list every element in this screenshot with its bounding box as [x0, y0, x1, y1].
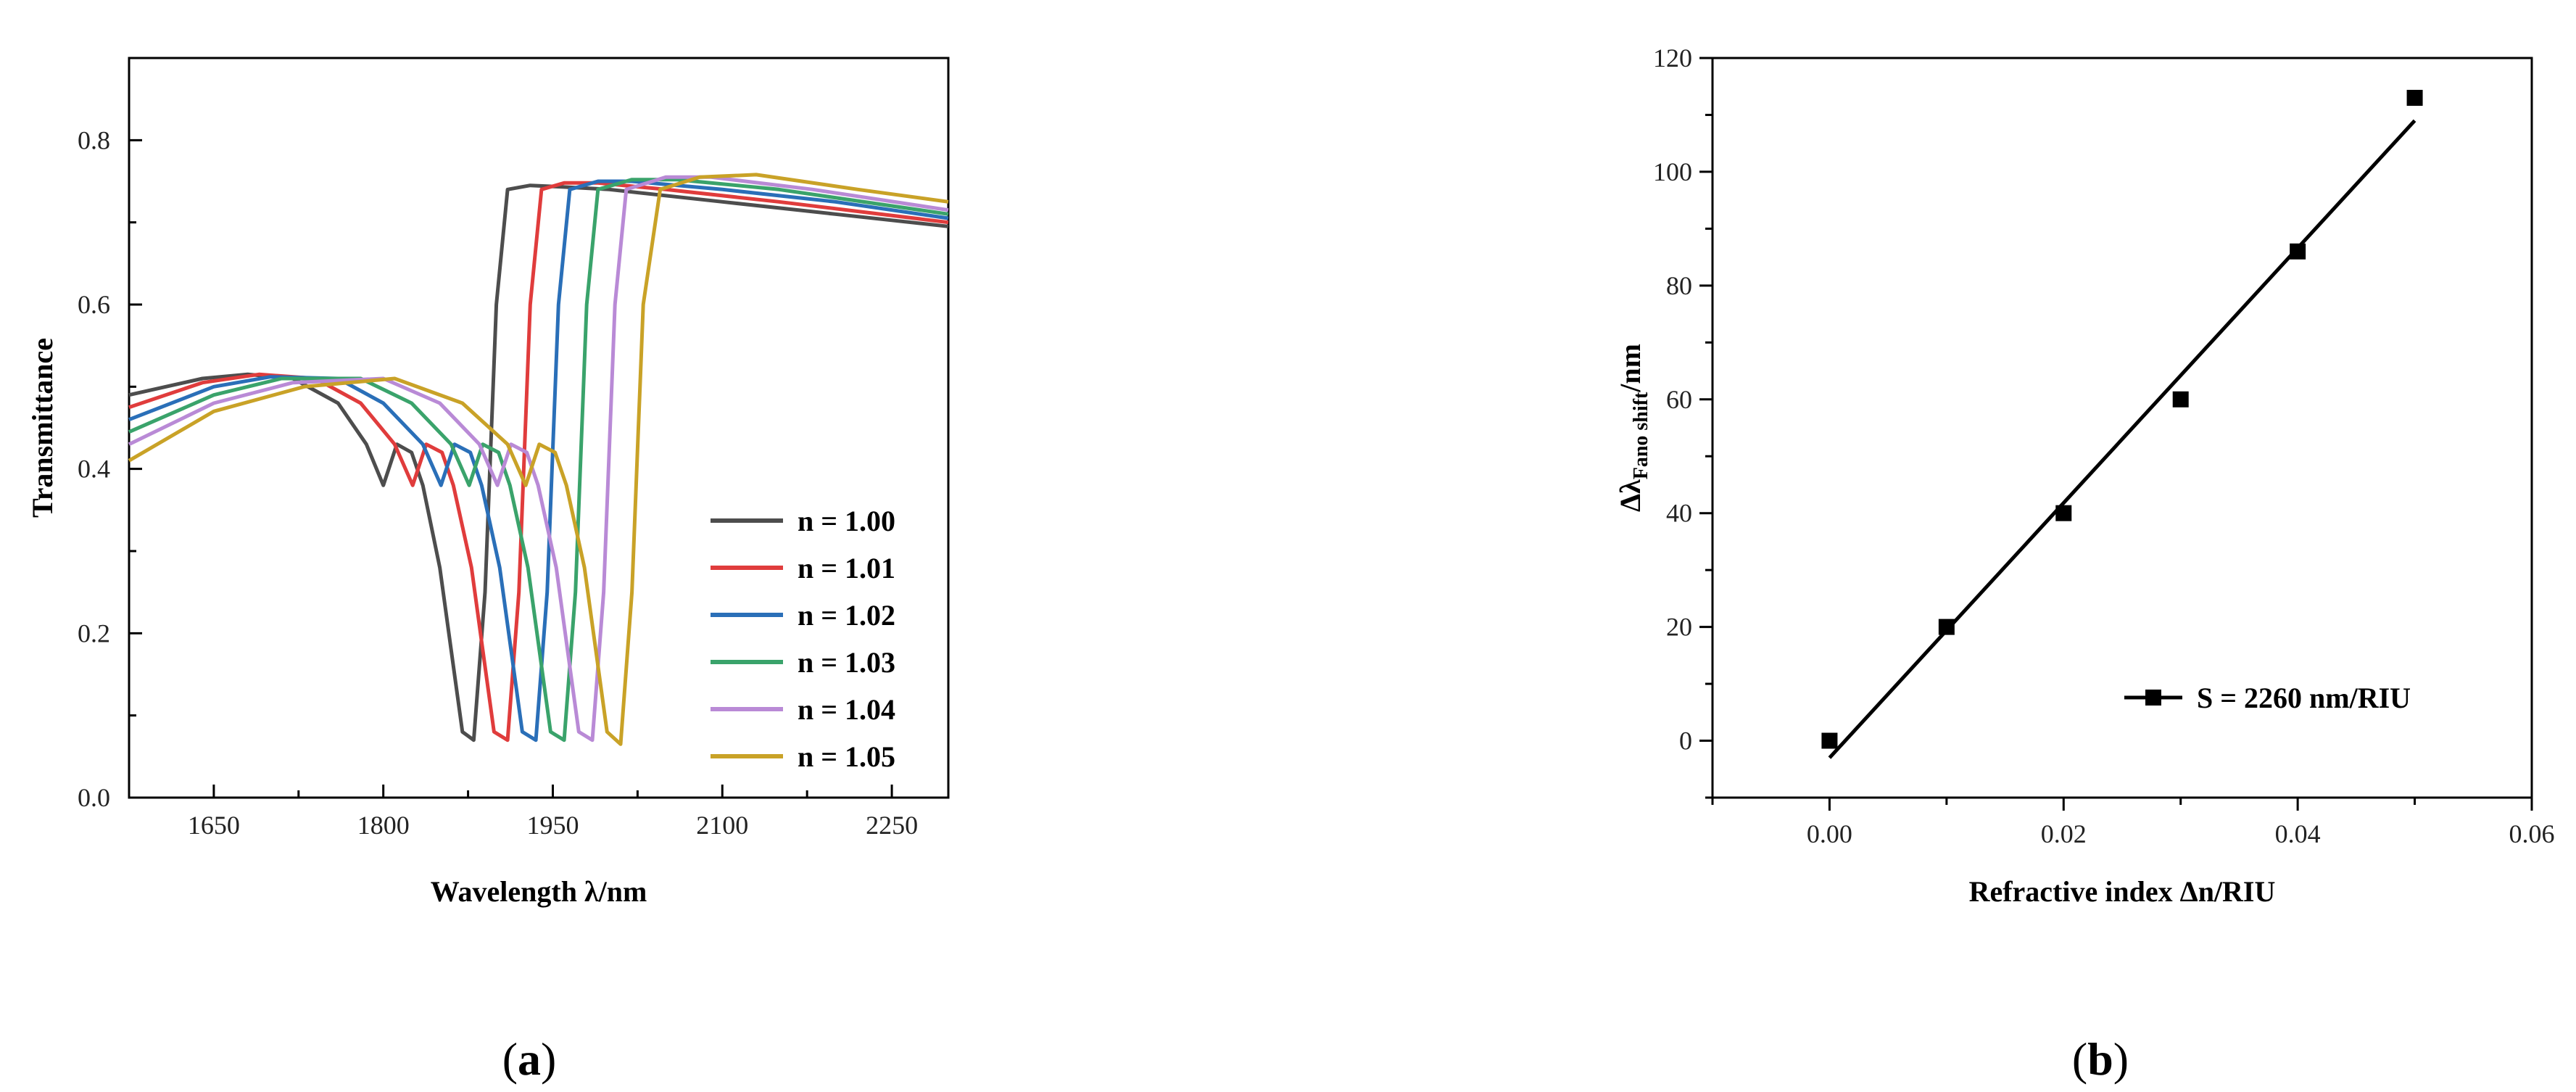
chart-b-y-tick-label: 80 [1666, 271, 1692, 300]
chart-b-legend-label: S = 2260 nm/RIU [2197, 682, 2411, 714]
chart-b-x-tick-label: 0.02 [2041, 819, 2087, 848]
chart-a-x-axis-title: Wavelength λ/nm [431, 875, 647, 908]
chart-a-series-line [128, 181, 949, 743]
chart-b-y-axis-title: ΔλFano shift/nm [1614, 344, 1652, 512]
chart-b-data-point [1938, 619, 1955, 635]
chart-a-x-tick-label: 1650 [188, 811, 240, 840]
chart-a-series-line [128, 175, 949, 743]
chart-a-legend-label: n = 1.05 [798, 740, 895, 773]
chart-a-legend-label: n = 1.03 [798, 646, 895, 679]
chart-a-series-line [128, 178, 949, 743]
chart-b-y-tick-label: 120 [1653, 44, 1692, 73]
chart-b-x-axis-title: Refractive index Δn/RIU [1969, 875, 2276, 908]
chart-b-plot-frame [1711, 57, 2533, 799]
chart-b-fit-line [1828, 119, 2416, 759]
chart-a-y-tick-label: 0.0 [78, 783, 110, 812]
chart-b-y-axis-title-subscript: Fano shift [1630, 392, 1652, 479]
chart-a-series-line [128, 179, 949, 743]
chart-b-y-tick-label: 60 [1666, 385, 1692, 414]
chart-a-x-tick-label: 2250 [866, 811, 918, 840]
chart-a-legend: n = 1.00 n = 1.01 n = 1.02 n = 1.03 n = 1.04… [711, 505, 895, 773]
chart-b-x-tick-label: 0.06 [2509, 819, 2555, 848]
chart-b-data-point [2290, 243, 2306, 260]
chart-a-y-tick-label: 0.4 [78, 455, 110, 484]
chart-a-legend-label: n = 1.02 [798, 599, 895, 632]
chart-a-x-tick-label: 1950 [526, 811, 579, 840]
chart-a-x-tick-label: 2100 [696, 811, 748, 840]
chart-b-y-tick-label: 20 [1666, 613, 1692, 642]
chart-b-y-tick-label: 40 [1666, 499, 1692, 528]
chart-a-legend-label: n = 1.04 [798, 693, 895, 726]
chart-b-y-axis-title-unit: /nm [1614, 344, 1647, 393]
chart-a-legend-label: n = 1.01 [798, 552, 895, 584]
chart-a-y-tick-label: 0.2 [78, 619, 110, 648]
chart-b-axes: 0.00 0.02 0.04 0.06 0 20 40 60 80 100 120 [1653, 44, 2555, 848]
chart-b-legend-swatch-marker [2145, 690, 2161, 706]
chart-b-series [1821, 89, 2423, 759]
chart-b-x-tick-label: 0.04 [2275, 819, 2321, 848]
chart-b-data-point [1821, 732, 1838, 749]
chart-b: 0.00 0.02 0.04 0.06 0 20 40 60 80 100 120 Refracti… [1614, 44, 2555, 908]
chart-b-data-point [2406, 89, 2423, 106]
chart-a-y-axis-title: Transmittance [26, 338, 59, 518]
chart-a-legend-label: n = 1.00 [798, 505, 895, 537]
chart-b-y-tick-label: 0 [1679, 727, 1692, 756]
panel-label-a: (a) [502, 1033, 557, 1085]
chart-a-series [128, 173, 949, 746]
chart-a-x-tick-label: 1800 [357, 811, 410, 840]
chart-a: 1650 1800 1950 2100 2250 0.0 0.2 0.4 0.6 0.8 Wave… [26, 57, 950, 908]
chart-b-legend: S = 2260 nm/RIU [2124, 682, 2411, 714]
chart-b-data-point [2055, 505, 2072, 521]
chart-a-y-tick-label: 0.8 [78, 125, 110, 154]
chart-b-y-tick-label: 100 [1653, 157, 1692, 186]
chart-b-data-point [2172, 391, 2189, 408]
chart-a-series-line [128, 173, 949, 746]
chart-b-y-axis-title-main: Δλ [1614, 479, 1647, 512]
chart-a-y-tick-label: 0.6 [78, 290, 110, 319]
panel-label-b: (b) [2072, 1033, 2129, 1085]
chart-a-plot-frame [128, 57, 950, 799]
chart-b-x-tick-label: 0.00 [1807, 819, 1852, 848]
chart-a-axes: 1650 1800 1950 2100 2250 0.0 0.2 0.4 0.6 0.8 [78, 57, 918, 840]
